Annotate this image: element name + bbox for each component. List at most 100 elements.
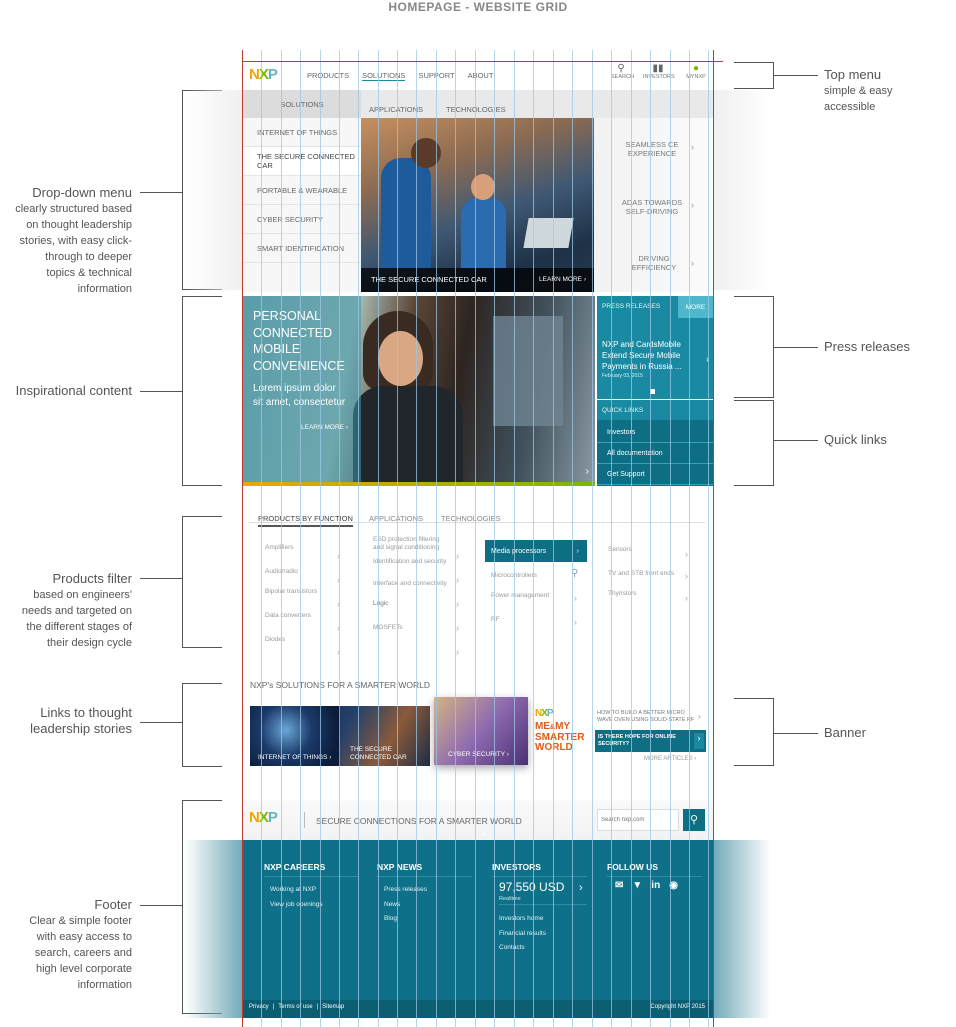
product-link[interactable]: Amplifiers [265,544,294,551]
product-link[interactable]: TV and STB front ends [608,570,675,577]
hero-caption-bar: THE SECURE CONNECTED CAR LEARN MORE › [361,268,594,292]
banner-question-1[interactable]: HOW TO BUILD A BETTER MICRO WAVE OVEN US… [597,710,695,723]
products-col-1: Amplifiers Audio/radio Bipolar transisto… [265,544,345,660]
inspirational-hero[interactable]: PERSONAL CONNECTED MOBILE CONVENIENCE Lo… [243,296,595,486]
footer-link[interactable]: View job openings [270,900,323,908]
subnav-applications[interactable]: APPLICATIONS [369,99,423,117]
tab-products-by-function[interactable]: PRODUCTS BY FUNCTION [258,514,353,527]
divider [304,812,305,828]
hero-headline: PERSONAL CONNECTED MOBILE CONVENIENCE [253,309,345,373]
footer-search-input[interactable] [597,809,679,831]
twitter-icon[interactable]: ▼ [632,880,643,891]
leader-inspirational [140,391,182,392]
chevron-right-icon[interactable]: › [585,466,589,477]
product-link[interactable]: Logic [373,600,389,607]
me-my-world-banner[interactable]: NXP ME&MY SMARTER WORLD [533,708,593,760]
bracket-products [182,516,222,648]
grid-column-line [358,50,359,1027]
quick-link-investors[interactable]: Investors [597,422,713,443]
story-tiles: INTERNET OF THINGS › THE SECURE CONNECTE… [250,706,430,766]
story-tile-car-label[interactable]: THE SECURE CONNECTED CAR [350,746,407,761]
footer-link[interactable]: Blog [384,915,398,922]
products-filter: PRODUCTS BY FUNCTION APPLICATIONS TECHNO… [243,506,713,657]
footer-link[interactable]: News [384,900,401,908]
zoom-icon[interactable]: ⚲ [571,568,579,579]
dropdown-item-cyber[interactable]: CYBER SECURITY [243,205,361,234]
grid-column-line [572,50,573,1027]
quick-link-documentation[interactable]: All documentation [597,443,713,464]
quick-links-label: QUICK LINKS [597,400,713,420]
product-link-media[interactable]: Media processors › [485,540,587,562]
grid-column-line [631,50,632,1027]
quick-link-support[interactable]: Get Support [597,464,713,485]
side-item-adas[interactable]: ADAS TOWARDS SELF-DRIVING [621,198,683,216]
press-more-button[interactable]: MORE [678,296,713,318]
footer-top-bar: NXP SECURE CONNECTIONS FOR A SMARTER WOR… [243,800,713,840]
carousel-dot[interactable] [650,389,655,394]
hero-learn-more[interactable]: LEARN MORE › [539,276,586,283]
search-link[interactable]: ⚲ SEARCH [611,63,634,80]
mynxp-link[interactable]: ● MYNXP [683,63,709,80]
press-headline[interactable]: NXP and CardsMobile Extend Secure Mobile… [602,340,682,371]
side-item-driving[interactable]: DRIVING EFFICIENCY [631,254,677,272]
search-button[interactable]: ⚲ [683,809,705,831]
product-link[interactable]: Identification and security [373,558,447,565]
story-tile-cyber-label: CYBER SECURITY › [448,751,509,758]
banner-question-2: IS THERE HOPE FOR ONLINE SECURITY? [598,734,676,747]
tab-technologies[interactable]: TECHNOLOGIES [441,514,501,523]
footer-legal-links: Privacy | Terms of use | Sitemap [249,1004,345,1010]
tab-applications[interactable]: APPLICATIONS [369,514,423,523]
grid-column-line [436,50,437,1027]
leader-dropdown [140,192,182,193]
privacy-link[interactable]: Privacy [249,1004,269,1010]
investors-link[interactable]: ▮▮ INVESTORS [643,63,675,80]
car-hero-image[interactable]: THE SECURE CONNECTED CAR LEARN MORE › [361,118,594,292]
rss-icon[interactable]: ◉ [669,880,678,891]
terms-link[interactable]: Terms of use [278,1004,313,1010]
product-link[interactable]: Diodes [265,636,286,643]
linkedin-icon[interactable]: in [651,880,661,891]
grid-column-line [592,50,593,1027]
product-link[interactable]: Audio/radio [265,568,345,588]
product-link[interactable]: Thyristors [608,590,637,597]
chevron-right-icon[interactable]: › [706,354,709,364]
hero-learn-more-link[interactable]: LEARN MORE › [301,424,348,431]
dropdown-item-iot[interactable]: INTERNET OF THINGS [243,118,361,147]
divider [607,876,702,877]
side-item-ce[interactable]: SEAMLESS CE EXPERIENCE [625,140,679,158]
nav-about[interactable]: ABOUT [467,71,494,80]
nxp-logo[interactable]: NXP [249,66,278,83]
leader-footer [140,905,182,906]
product-link[interactable]: RF [491,616,500,623]
dropdown-item-connected-car[interactable]: THE SECURE CONNECTED CAR [243,147,361,176]
hero-text-overlay: PERSONAL CONNECTED MOBILE CONVENIENCE Lo… [243,296,361,486]
product-link[interactable]: Data converters [265,612,311,619]
more-articles-link[interactable]: MORE ARTICLES › [644,756,697,762]
footer-link[interactable]: Financial results [499,929,546,937]
nxp-logo-footer[interactable]: NXP [249,809,278,826]
subnav-solutions[interactable]: SOLUTIONS [243,90,361,118]
product-link[interactable]: Microcontrollers [491,572,571,592]
tabs-divider [249,522,705,523]
footer-link[interactable]: Working at NXP [270,886,317,893]
nav-products[interactable]: PRODUCTS [307,71,350,80]
dropdown-item-portable[interactable]: PORTABLE & WEARABLE [243,176,361,205]
product-link[interactable]: Interface and connectivity [373,580,447,587]
footer-link[interactable]: Press releases [384,886,427,893]
footer-link[interactable]: Investors home [499,915,544,922]
footer-link[interactable]: Contacts [499,944,525,951]
mail-icon[interactable]: ✉ [615,880,624,891]
nav-solutions[interactable]: SOLUTIONS [362,71,406,81]
product-link[interactable]: Bipolar transistors [265,588,318,595]
chevron-right-icon: › [691,142,694,152]
product-link[interactable]: Sensors [608,546,632,553]
chevron-right-icon[interactable]: › [579,882,583,894]
story-tile-iot[interactable] [250,706,340,766]
product-link[interactable]: Power management [491,592,550,599]
product-link[interactable]: MOSFETs [373,624,403,631]
product-link[interactable]: ESD protection filtering and signal cond… [373,536,440,551]
right-margin-line [713,50,714,1027]
sitemap-link[interactable]: Sitemap [322,1004,345,1010]
story-tile-cyber[interactable]: CYBER SECURITY › [434,697,528,765]
chevron-up-icon[interactable]: ⌃ [480,832,490,843]
